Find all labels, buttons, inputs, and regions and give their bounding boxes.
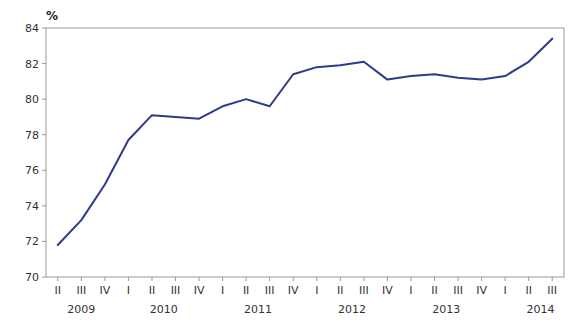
y-tick-label: 74 [25,200,39,213]
x-tick [340,277,341,281]
year-label: 2009 [67,303,95,316]
x-tick-label: III [171,284,181,297]
x-tick-label: III [547,284,557,297]
year-label: 2013 [432,303,460,316]
year-label: 2012 [338,303,366,316]
x-tick [293,277,294,281]
x-tick [57,277,58,281]
y-tick-label: 82 [25,58,39,71]
y-tick-label: 70 [25,271,39,284]
y-tick [42,277,46,278]
x-tick-label: II [55,284,62,297]
x-tick-label: IV [382,284,393,297]
y-tick [42,134,46,135]
plot-area [58,39,552,245]
y-tick [42,28,46,29]
y-tick [42,63,46,64]
x-tick-label: III [265,284,275,297]
x-tick-label: III [359,284,369,297]
x-tick-label: II [525,284,532,297]
x-tick [363,277,364,281]
y-tick [42,241,46,242]
y-tick-label: 78 [25,129,39,142]
y-axis-label: % [46,9,58,23]
year-label: 2011 [244,303,272,316]
x-tick-label: III [76,284,86,297]
y-tick-label: 72 [25,235,39,248]
x-tick [151,277,152,281]
x-tick [199,277,200,281]
x-tick-label: III [453,284,463,297]
x-tick [481,277,482,281]
x-tick-label: IV [99,284,110,297]
x-tick [458,277,459,281]
x-tick [222,277,223,281]
x-tick [104,277,105,281]
x-tick [316,277,317,281]
x-tick [269,277,270,281]
x-tick-label: II [431,284,438,297]
x-tick-label: II [243,284,250,297]
x-tick-label: IV [288,284,299,297]
background [0,0,580,335]
x-tick-label: I [409,284,412,297]
y-tick-label: 76 [25,164,39,177]
plot-frame [46,28,564,277]
x-tick-label: IV [194,284,205,297]
x-tick [410,277,411,281]
x-tick [128,277,129,281]
y-tick [42,170,46,171]
year-label: 2014 [526,303,554,316]
x-tick-label: II [149,284,156,297]
x-tick-label: I [127,284,130,297]
x-tick [175,277,176,281]
y-tick [42,205,46,206]
x-tick-label: I [315,284,318,297]
x-tick [246,277,247,281]
x-tick-label: I [221,284,224,297]
x-tick [552,277,553,281]
x-tick [528,277,529,281]
y-tick [42,99,46,100]
x-tick [505,277,506,281]
y-tick-label: 84 [25,22,39,35]
x-tick-label: I [504,284,507,297]
year-label: 2010 [150,303,178,316]
chart: 7072747678808284IIIIIIVIIIIIIIVIIIIIIIVI… [0,0,580,335]
line [58,39,552,245]
x-tick-label: IV [476,284,487,297]
x-tick [81,277,82,281]
x-tick-label: II [337,284,344,297]
y-tick-label: 80 [25,93,39,106]
x-tick [387,277,388,281]
x-tick [434,277,435,281]
